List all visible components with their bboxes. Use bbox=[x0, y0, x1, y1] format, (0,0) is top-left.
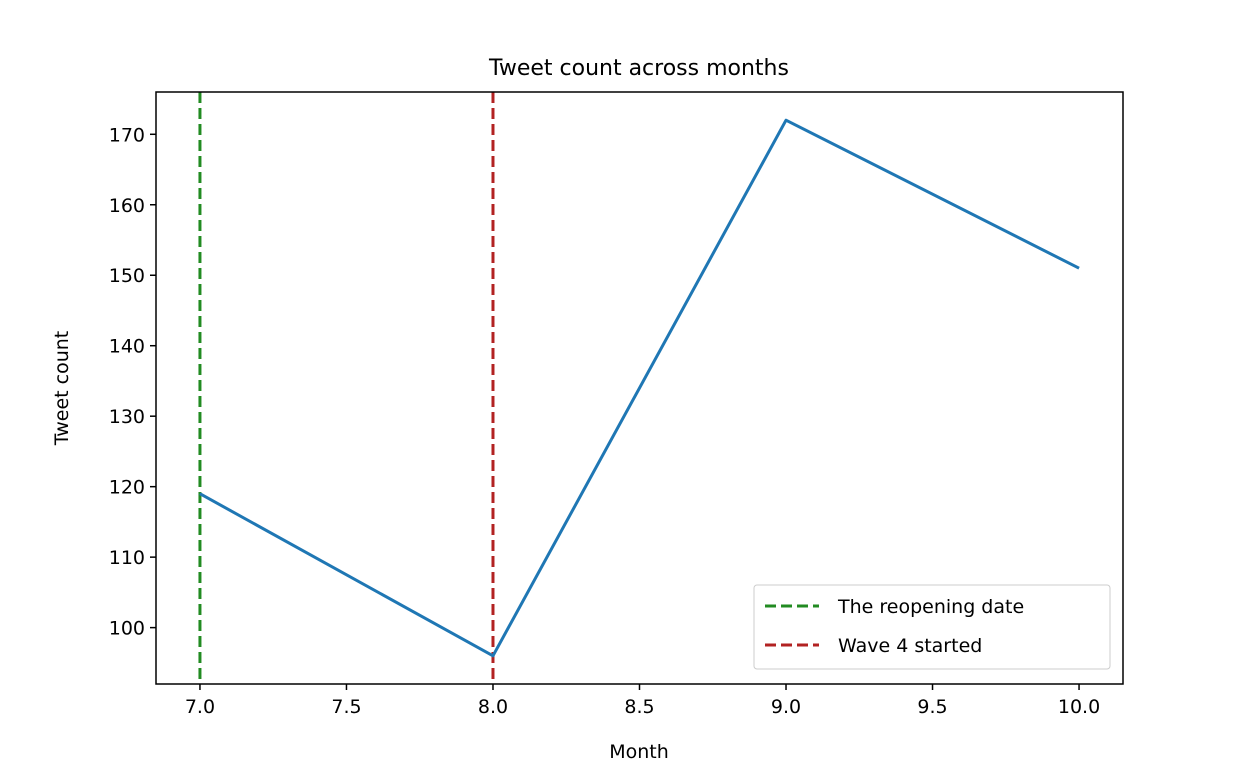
y-tick-label: 150 bbox=[109, 265, 145, 287]
x-tick-label: 8.0 bbox=[478, 696, 508, 718]
y-axis-label: Tweet count bbox=[51, 331, 73, 446]
legend-label-reopening: The reopening date bbox=[837, 596, 1024, 618]
y-tick-label: 160 bbox=[109, 195, 145, 217]
y-axis: 100 110 120 130 140 150 160 170 bbox=[109, 124, 156, 640]
x-axis: 7.0 7.5 8.0 8.5 9.0 9.5 10.0 bbox=[185, 684, 1100, 718]
plot-area bbox=[198, 92, 1080, 684]
y-tick-label: 140 bbox=[109, 336, 145, 358]
x-tick-label: 8.5 bbox=[624, 696, 654, 718]
x-tick-label: 7.0 bbox=[185, 696, 215, 718]
legend-label-wave4: Wave 4 started bbox=[838, 635, 982, 657]
x-tick-label: 9.5 bbox=[917, 696, 947, 718]
x-tick-label: 9.0 bbox=[771, 696, 801, 718]
series-line-0 bbox=[199, 118, 1080, 658]
x-tick-label: 10.0 bbox=[1058, 696, 1100, 718]
legend: The reopening date Wave 4 started bbox=[753, 584, 1111, 670]
y-tick-label: 120 bbox=[109, 477, 145, 499]
legend-box bbox=[753, 584, 1111, 670]
y-tick-label: 100 bbox=[109, 618, 145, 640]
y-tick-label: 110 bbox=[109, 547, 145, 569]
x-axis-label: Month bbox=[609, 741, 669, 763]
x-tick-label: 7.5 bbox=[331, 696, 361, 718]
y-tick-label: 130 bbox=[109, 406, 145, 428]
y-tick-label: 170 bbox=[109, 124, 145, 146]
chart-title: Tweet count across months bbox=[488, 56, 789, 81]
